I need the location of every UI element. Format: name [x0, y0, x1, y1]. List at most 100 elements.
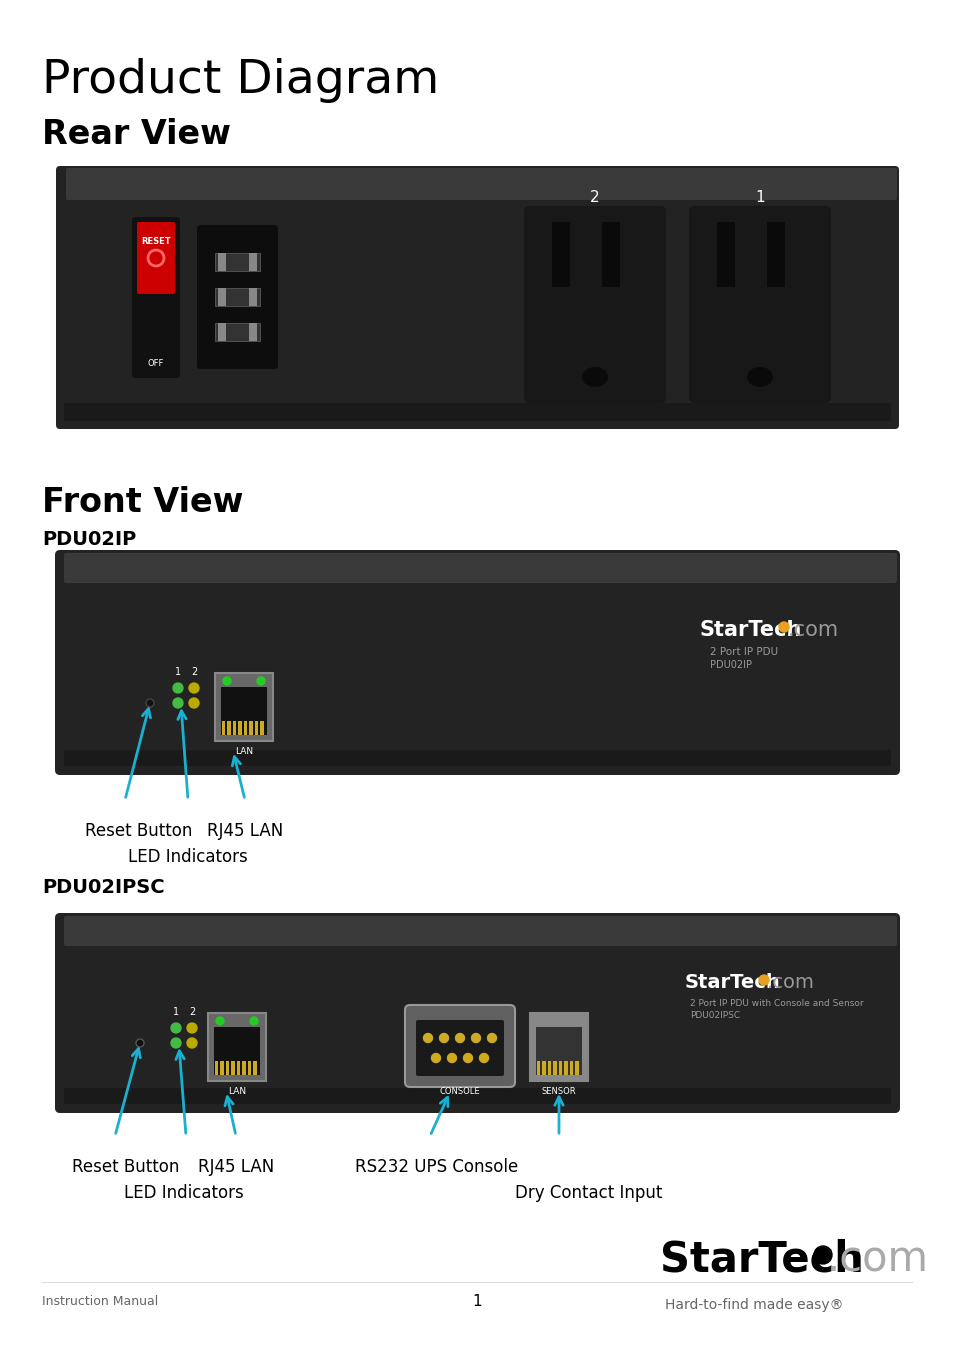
Text: 2 Port IP PDU: 2 Port IP PDU [709, 647, 778, 656]
Circle shape [813, 1245, 831, 1264]
Circle shape [471, 1033, 480, 1042]
Bar [601, 222, 619, 286]
FancyBboxPatch shape [214, 672, 273, 741]
Bar [218, 288, 226, 307]
Bar [214, 1061, 218, 1075]
Text: LAN: LAN [228, 1087, 246, 1095]
Text: PDU02IPSC: PDU02IPSC [42, 878, 165, 897]
Bar [766, 222, 784, 286]
Circle shape [487, 1033, 496, 1042]
Text: 1: 1 [172, 1007, 179, 1017]
Circle shape [779, 621, 788, 632]
Bar [564, 1061, 567, 1075]
FancyBboxPatch shape [64, 916, 896, 946]
FancyBboxPatch shape [405, 1005, 515, 1087]
Bar [64, 404, 890, 421]
Circle shape [447, 1053, 456, 1063]
Text: 2 Port IP PDU with Console and Sensor: 2 Port IP PDU with Console and Sensor [689, 998, 862, 1007]
Text: LED Indicators: LED Indicators [128, 847, 248, 866]
FancyBboxPatch shape [55, 913, 899, 1114]
FancyBboxPatch shape [523, 206, 665, 404]
FancyBboxPatch shape [55, 550, 899, 775]
Bar [214, 288, 260, 307]
Circle shape [187, 1038, 196, 1048]
Bar [213, 1028, 260, 1075]
FancyBboxPatch shape [416, 1020, 503, 1076]
Circle shape [171, 1024, 181, 1033]
Text: 2: 2 [590, 191, 599, 206]
Text: RJ45 LAN: RJ45 LAN [207, 822, 283, 841]
Bar [552, 222, 569, 286]
FancyBboxPatch shape [196, 225, 277, 369]
Circle shape [146, 699, 153, 707]
Text: 1: 1 [755, 191, 764, 206]
Bar [558, 1061, 562, 1075]
Bar [536, 1028, 581, 1075]
Bar [64, 751, 890, 767]
Circle shape [189, 698, 199, 707]
Bar [569, 1061, 573, 1075]
Bar [249, 323, 256, 342]
Text: PDU02IP: PDU02IP [42, 530, 136, 549]
Bar [218, 253, 226, 270]
Circle shape [463, 1053, 472, 1063]
Circle shape [172, 698, 183, 707]
Bar [218, 323, 226, 342]
Text: CONSOLE: CONSOLE [439, 1088, 479, 1096]
Text: .com: .com [766, 974, 814, 993]
Bar [64, 1088, 890, 1104]
Bar [250, 721, 253, 734]
Text: 1: 1 [174, 667, 181, 677]
Bar [238, 721, 242, 734]
Bar [249, 288, 256, 307]
Bar [233, 721, 236, 734]
FancyBboxPatch shape [64, 553, 896, 582]
Text: Rear View: Rear View [42, 118, 231, 151]
Bar [226, 1061, 230, 1075]
Circle shape [215, 1017, 224, 1025]
Bar [244, 721, 247, 734]
Circle shape [171, 1038, 181, 1048]
Text: 2: 2 [191, 667, 197, 677]
FancyBboxPatch shape [137, 222, 174, 295]
Ellipse shape [581, 367, 607, 387]
Bar [214, 253, 260, 270]
Bar [575, 1061, 578, 1075]
Text: .com: .com [826, 1239, 928, 1280]
Circle shape [256, 677, 265, 685]
Bar [242, 1061, 246, 1075]
Bar [260, 721, 264, 734]
Bar [220, 1061, 224, 1075]
Text: Hard-to-find made easy®: Hard-to-find made easy® [664, 1298, 842, 1311]
Circle shape [172, 683, 183, 693]
Circle shape [187, 1024, 196, 1033]
Bar [542, 1061, 545, 1075]
Text: RESET: RESET [141, 238, 171, 246]
Bar [221, 687, 267, 734]
Bar [222, 721, 225, 734]
Text: Dry Contact Input: Dry Contact Input [515, 1184, 661, 1202]
Circle shape [136, 1038, 144, 1046]
Text: Instruction Manual: Instruction Manual [42, 1295, 158, 1307]
Bar [253, 1061, 256, 1075]
Text: LED Indicators: LED Indicators [124, 1184, 244, 1202]
FancyBboxPatch shape [56, 165, 898, 429]
Circle shape [455, 1033, 464, 1042]
Text: 2: 2 [189, 1007, 195, 1017]
Circle shape [479, 1053, 488, 1063]
Text: StarTech: StarTech [700, 620, 801, 640]
Text: SENSOR: SENSOR [541, 1087, 576, 1095]
Bar [248, 1061, 252, 1075]
Bar [547, 1061, 551, 1075]
Bar [537, 1061, 540, 1075]
Circle shape [223, 677, 231, 685]
Bar [227, 721, 231, 734]
Circle shape [250, 1017, 257, 1025]
Text: 1: 1 [472, 1294, 481, 1310]
Text: Reset Button: Reset Button [85, 822, 193, 841]
Text: PDU02IPSC: PDU02IPSC [689, 1010, 740, 1020]
Circle shape [423, 1033, 432, 1042]
Bar [214, 323, 260, 342]
Bar [254, 721, 258, 734]
Circle shape [759, 975, 768, 985]
